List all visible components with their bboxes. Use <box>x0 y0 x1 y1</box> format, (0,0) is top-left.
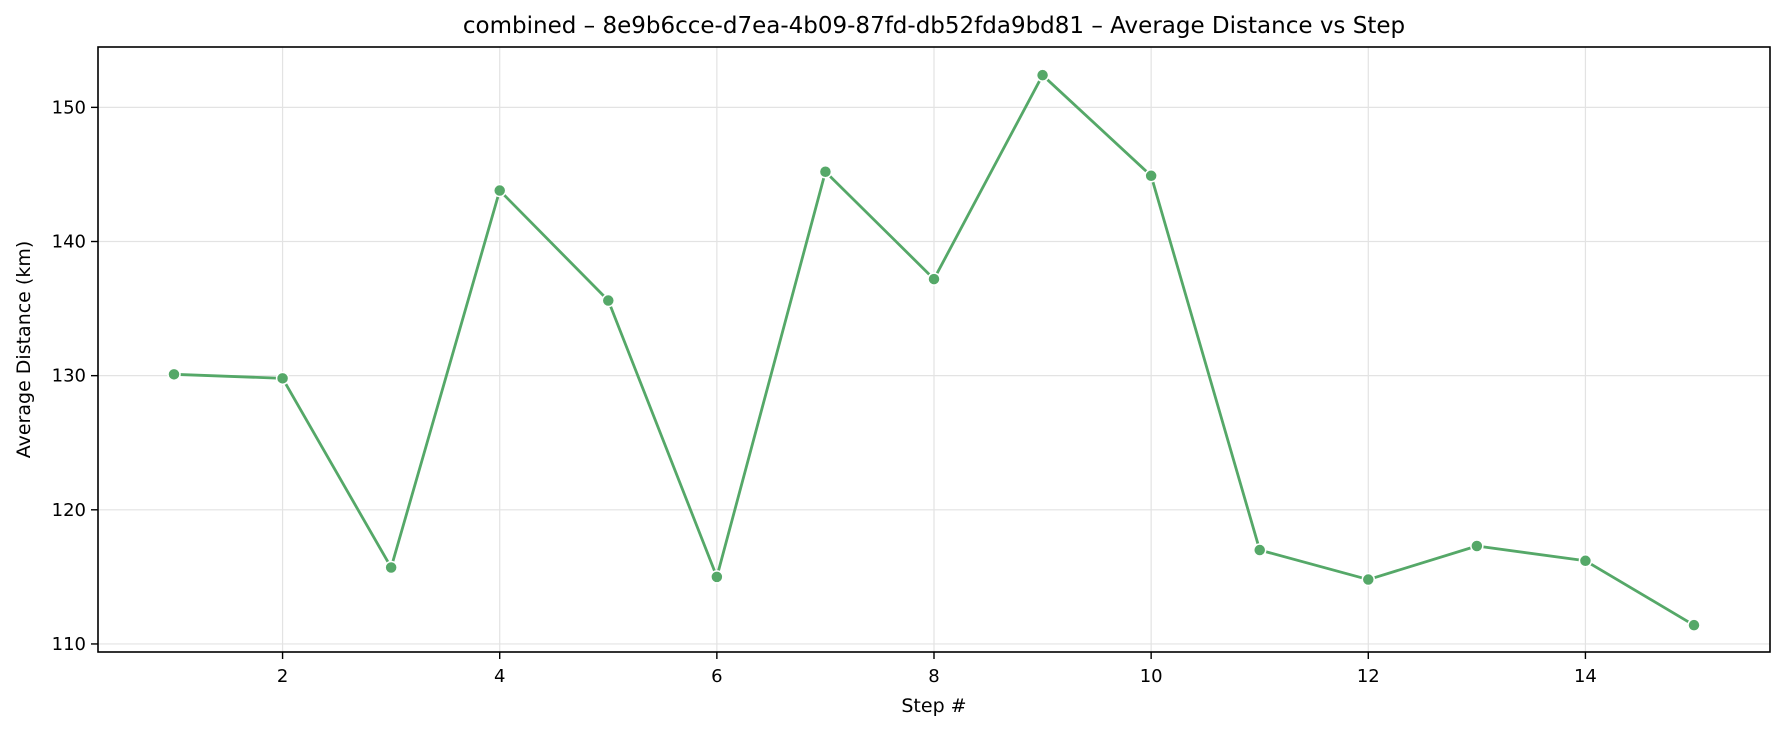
x-axis-title: Step # <box>901 695 966 717</box>
data-point <box>601 293 616 308</box>
data-point <box>492 183 507 198</box>
x-tick-label: 12 <box>1357 666 1380 687</box>
y-axis-title: Average Distance (km) <box>13 241 35 459</box>
data-point <box>1035 68 1050 82</box>
chart-title: combined – 8e9b6cce-d7ea-4b09-87fd-db52f… <box>463 13 1405 39</box>
series-layer <box>167 68 1701 632</box>
data-point <box>1144 169 1158 183</box>
data-point <box>1470 539 1484 553</box>
data-point <box>1252 543 1267 557</box>
grid <box>98 47 1770 652</box>
y-tick-label: 120 <box>52 500 86 521</box>
y-tick-label: 140 <box>52 232 86 253</box>
data-point <box>818 165 833 179</box>
data-point <box>1578 554 1593 568</box>
data-point <box>710 570 724 584</box>
x-tick-label: 8 <box>928 666 939 687</box>
x-tick-label: 10 <box>1140 666 1163 687</box>
x-tick-label: 2 <box>277 666 288 687</box>
data-point <box>275 371 290 386</box>
x-tick-label: 4 <box>494 666 505 687</box>
data-point <box>167 367 181 382</box>
y-tick-label: 110 <box>52 634 86 655</box>
data-point <box>1687 618 1701 632</box>
x-tick-label: 14 <box>1574 666 1597 687</box>
data-point <box>1361 572 1376 587</box>
y-tick-label: 150 <box>52 97 86 118</box>
data-point <box>927 272 941 286</box>
x-tick-label: 6 <box>711 666 722 687</box>
y-tick-label: 130 <box>52 366 86 387</box>
data-point <box>384 560 398 575</box>
axis-ticks: 2 4 6 8 10 12 14 110 120 130 140 150 <box>52 97 1597 687</box>
